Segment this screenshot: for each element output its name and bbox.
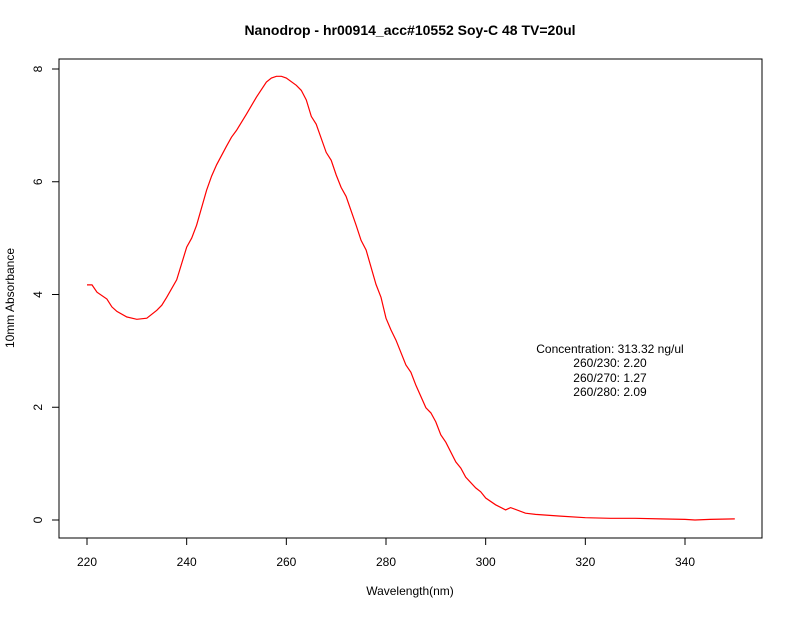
absorbance-line <box>87 75 735 521</box>
x-tick-label: 240 <box>177 555 197 569</box>
y-tick-label: 8 <box>31 65 45 72</box>
y-tick-label: 0 <box>31 516 45 523</box>
y-tick-label: 2 <box>31 404 45 411</box>
annotation-260-230: 260/230: 2.20 <box>573 356 647 370</box>
y-axis-label: 10mm Absorbance <box>3 248 17 348</box>
x-tick-label: 220 <box>77 555 97 569</box>
x-axis-label: Wavelength(nm) <box>366 584 454 598</box>
y-tick-label: 6 <box>31 178 45 185</box>
annotation-concentration: Concentration: 313.32 ng/ul <box>536 342 683 356</box>
x-tick-label: 280 <box>376 555 396 569</box>
y-axis: 0 2 4 6 8 <box>31 65 60 523</box>
x-axis: 220 240 260 280 300 320 340 <box>77 537 695 569</box>
y-tick-label: 4 <box>31 291 45 298</box>
annotation-260-270: 260/270: 1.27 <box>573 371 647 385</box>
x-tick-label: 340 <box>675 555 695 569</box>
x-tick-label: 300 <box>476 555 496 569</box>
plot-frame <box>58 58 763 539</box>
annotation-260-280: 260/280: 2.09 <box>573 385 647 399</box>
x-tick-label: 260 <box>276 555 296 569</box>
annotation: Concentration: 313.32 ng/ul 260/230: 2.2… <box>536 342 683 399</box>
x-tick-label: 320 <box>575 555 595 569</box>
chart-title: Nanodrop - hr00914_acc#10552 Soy-C 48 TV… <box>244 22 575 38</box>
